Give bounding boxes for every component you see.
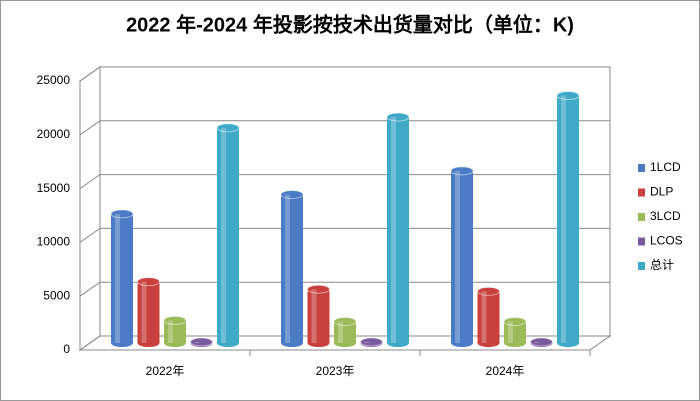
bar bbox=[503, 316, 527, 347]
bar-body bbox=[557, 95, 579, 344]
bar bbox=[556, 91, 580, 347]
bar bbox=[360, 337, 383, 347]
grid-line bbox=[79, 66, 610, 82]
grid-line bbox=[79, 335, 610, 351]
bar-body bbox=[307, 289, 330, 343]
bar-bottom bbox=[334, 339, 356, 347]
x-tick-label: 2022年 bbox=[146, 364, 185, 378]
legend-swatch bbox=[638, 237, 645, 246]
bar-body bbox=[137, 281, 160, 343]
bar-bottom bbox=[307, 339, 330, 347]
bar-top bbox=[163, 315, 187, 325]
bar-top bbox=[216, 123, 240, 133]
bar bbox=[307, 284, 330, 347]
y-tick-label: 25000 bbox=[37, 73, 71, 87]
grid-line bbox=[79, 281, 610, 297]
bar-body bbox=[477, 291, 500, 343]
legend-label: LCOS bbox=[650, 234, 683, 248]
bar bbox=[530, 337, 553, 347]
bar-top bbox=[333, 316, 357, 326]
bar-shine bbox=[141, 281, 147, 343]
bar-shine bbox=[508, 321, 513, 343]
bar-bottom bbox=[387, 339, 409, 347]
bar-bottom bbox=[111, 339, 133, 347]
x-tick-label: 2023年 bbox=[316, 364, 355, 378]
bar-top bbox=[556, 91, 580, 101]
bar bbox=[190, 337, 213, 347]
y-tick-label: 10000 bbox=[37, 235, 71, 249]
grid-line bbox=[79, 174, 610, 190]
bar bbox=[163, 315, 187, 347]
bar-shine bbox=[455, 170, 460, 343]
bar-bottom bbox=[164, 339, 186, 347]
bar-shine bbox=[534, 341, 540, 343]
bar bbox=[280, 190, 304, 347]
bar bbox=[386, 112, 410, 347]
side-wall bbox=[79, 66, 101, 351]
bar bbox=[137, 277, 160, 347]
bar-body bbox=[504, 321, 526, 343]
legend-label: 1LCD bbox=[650, 160, 681, 174]
grid-line bbox=[79, 227, 610, 243]
legend-swatch bbox=[638, 188, 645, 197]
bar-top bbox=[360, 337, 383, 347]
bar-top bbox=[110, 209, 134, 219]
bar-body bbox=[281, 194, 303, 343]
bar-shine bbox=[311, 289, 317, 343]
bar-bottom bbox=[504, 339, 526, 347]
legend-label: 总计 bbox=[650, 258, 674, 272]
bar-bottom bbox=[451, 339, 473, 347]
x-tick-label: 2024年 bbox=[486, 364, 525, 378]
bar-shine bbox=[221, 127, 226, 343]
bar-bottom bbox=[477, 339, 500, 347]
bar-shine bbox=[285, 194, 290, 343]
bar-shine bbox=[338, 321, 343, 343]
bar-top bbox=[530, 337, 553, 347]
bar-body bbox=[111, 213, 133, 343]
legend-swatch bbox=[638, 262, 645, 270]
y-tick-label: 0 bbox=[63, 342, 70, 356]
legend-label: 3LCD bbox=[650, 209, 681, 223]
legend-swatch bbox=[638, 213, 645, 221]
bar-body bbox=[334, 321, 356, 343]
bar-bottom bbox=[137, 339, 160, 347]
bar-shine bbox=[364, 341, 370, 343]
bar-bottom bbox=[557, 339, 579, 347]
bar bbox=[477, 286, 500, 347]
bar-top bbox=[307, 284, 330, 294]
bar-shine bbox=[561, 95, 566, 344]
bar-body bbox=[217, 127, 239, 343]
chart-title: 2022 年-2024 年投影按技术出货量对比（单位：K) bbox=[126, 12, 574, 36]
bar-top bbox=[503, 316, 527, 326]
bar-bottom bbox=[217, 339, 239, 347]
y-tick-label: 15000 bbox=[37, 181, 71, 195]
bar-top bbox=[280, 190, 304, 200]
bar-top bbox=[386, 112, 410, 122]
bar-body bbox=[451, 170, 473, 343]
bar-shine bbox=[391, 117, 396, 343]
bar-body bbox=[387, 117, 409, 343]
grid-line bbox=[79, 120, 610, 136]
y-tick-label: 20000 bbox=[37, 127, 71, 141]
bar-shine bbox=[194, 341, 200, 343]
bar-bottom bbox=[281, 339, 303, 347]
bar-shine bbox=[168, 320, 173, 343]
y-tick-label: 5000 bbox=[43, 288, 70, 302]
back-wall bbox=[99, 66, 611, 337]
bar bbox=[333, 316, 357, 347]
bar-shine bbox=[115, 213, 120, 343]
bar-top bbox=[137, 277, 160, 287]
bar bbox=[450, 166, 474, 347]
bar bbox=[110, 209, 134, 347]
bar-top bbox=[190, 337, 213, 347]
legend-swatch bbox=[638, 164, 645, 172]
bar-shine bbox=[481, 291, 487, 343]
bar-top bbox=[477, 286, 500, 296]
bar bbox=[216, 123, 240, 347]
bar-body bbox=[164, 320, 186, 343]
legend-label: DLP bbox=[650, 185, 673, 199]
bar-top bbox=[450, 166, 474, 176]
